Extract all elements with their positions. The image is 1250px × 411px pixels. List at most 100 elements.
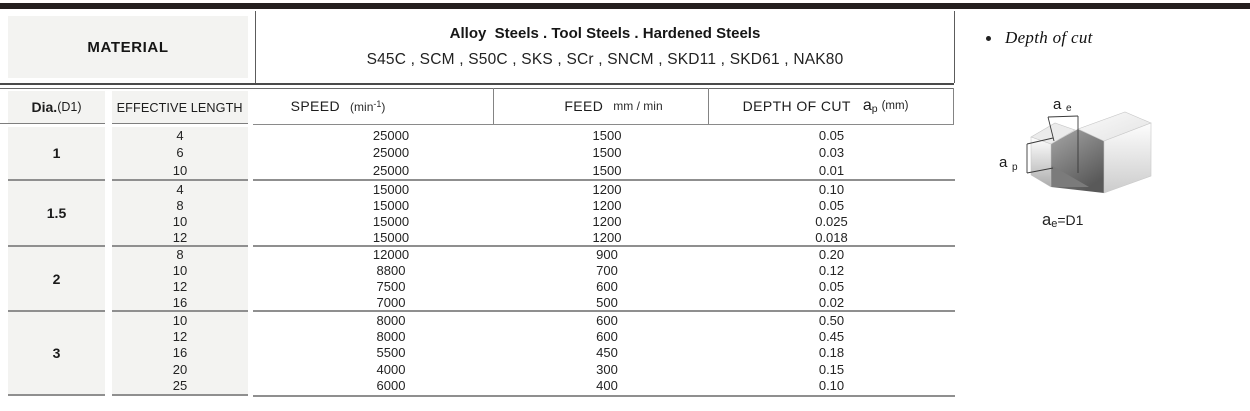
group-separator <box>112 245 248 247</box>
caption-sub: e <box>1051 218 1058 230</box>
dia-group-2: 2 8 10 12 16 12000 8800 7500 7000 900 700 600 500… <box>8 247 955 310</box>
column-header-effective-length: EFFECTIVE LENGTH <box>112 91 248 123</box>
table-cell-feed: 1200 <box>592 213 622 229</box>
column-header-depth-of-cut: DEPTH OF CUT ap (mm) <box>708 88 953 124</box>
table-bottom-rule <box>8 394 105 396</box>
table-cell-depth: 0.18 <box>818 345 845 361</box>
group-separator <box>253 310 955 312</box>
table-cell-depth: 0.025 <box>815 213 848 229</box>
ap-dimension-sub: p <box>1012 162 1018 173</box>
table-cell-depth: 0.12 <box>818 263 845 279</box>
speed-column: 12000 8800 7500 7000 <box>253 247 493 310</box>
length-column: 8 10 12 16 <box>112 247 248 310</box>
table-cell-length: 25 <box>172 378 188 394</box>
table-cell-length: 12 <box>172 329 188 345</box>
table-cell-length: 10 <box>172 213 188 229</box>
ae-dimension-label: a <box>1053 96 1062 113</box>
material-grades-list: S45C , SCM , S50C , SKS , SCr , SNCM , S… <box>366 51 844 68</box>
top-divider-bar <box>0 3 1250 9</box>
header-separator <box>708 88 709 124</box>
table-cell-length: 8 <box>176 247 184 263</box>
dia-group-1: 1 4 6 10 25000 25000 25000 1500 1500 1500 0.05… <box>8 127 955 179</box>
table-cell-speed: 15000 <box>372 181 410 197</box>
speed-column: 25000 25000 25000 <box>253 127 493 179</box>
table-cell-speed: 4000 <box>376 361 406 377</box>
group-separator <box>253 245 955 247</box>
bullet-icon <box>986 35 991 41</box>
table-cell-speed: 12000 <box>372 247 410 263</box>
feed-column: 900 700 600 500 <box>493 247 708 310</box>
table-cell-length: 20 <box>172 361 188 377</box>
table-cell-speed: 8800 <box>376 263 406 279</box>
table-right-border <box>953 88 954 124</box>
ap-extension-line <box>1026 167 1054 174</box>
ae-dimension-sub: e <box>1066 103 1072 114</box>
dia-group-1-5: 1.5 4 8 10 12 15000 15000 15000 15000 1200 1200… <box>8 181 955 245</box>
group-separator <box>8 245 105 247</box>
dia-group-3: 3 10 12 16 20 25 8000 8000 5500 4000 6000 600 600… <box>8 312 955 394</box>
table-cell-length: 4 <box>176 128 184 144</box>
table-cell-length: 10 <box>172 312 188 328</box>
group-separator <box>112 310 248 312</box>
table-cell-feed: 1500 <box>592 128 622 144</box>
group-separator <box>8 179 105 181</box>
speed-unit: (min-1) <box>350 98 386 114</box>
dia-value: 1.5 <box>46 205 67 221</box>
table-cell-feed: 600 <box>596 312 618 328</box>
table-bottom-rule <box>112 394 248 396</box>
table-cell-feed: 700 <box>596 263 618 279</box>
table-cell-depth: 0.10 <box>818 181 845 197</box>
table-cell-speed: 15000 <box>372 197 410 213</box>
column-header-dia: Dia. (D1) <box>8 91 105 123</box>
table-cell-feed: 900 <box>596 247 618 263</box>
dia-value: 2 <box>52 270 61 287</box>
table-cell-speed: 6000 <box>376 378 406 394</box>
depth-unit: (mm) <box>881 100 909 112</box>
header-underline <box>253 124 954 125</box>
table-cell-speed: 25000 <box>372 145 410 161</box>
feed-unit: mm / min <box>613 99 663 113</box>
feed-column: 600 600 450 300 400 <box>493 312 708 394</box>
depth-column: 0.10 0.05 0.025 0.018 <box>708 181 955 245</box>
slot-floor-shadow <box>1051 165 1089 187</box>
material-group-title: Alloy Steels . Tool Steels . Hardened St… <box>449 25 761 42</box>
table-cell-length: 12 <box>172 278 188 294</box>
table-cell-feed: 1500 <box>592 145 622 161</box>
table-cell-feed: 1500 <box>592 162 622 178</box>
group-separator <box>8 310 105 312</box>
table-cell-length: 4 <box>176 181 184 197</box>
caption-symbol: a <box>1042 211 1052 229</box>
depth-of-cut-label: Depth of cut <box>1005 28 1093 47</box>
table-cell-length: 16 <box>172 294 188 310</box>
header-underline <box>112 123 248 124</box>
group-separator <box>253 179 955 181</box>
table-cell-length: 10 <box>172 263 188 279</box>
ap-dimension-label: a <box>999 154 1008 171</box>
table-cell-depth: 0.03 <box>818 145 845 161</box>
table-cell-speed: 7500 <box>376 278 406 294</box>
table-cell-feed: 1200 <box>592 197 622 213</box>
speed-label: SPEED <box>290 98 341 114</box>
table-cell-depth: 0.10 <box>818 378 845 394</box>
table-bottom-rule <box>253 395 955 397</box>
table-cell-depth: 0.15 <box>818 361 845 377</box>
right-block-front-face <box>1103 122 1152 194</box>
table-cell-speed: 7000 <box>376 294 406 310</box>
effective-length-label: EFFECTIVE LENGTH <box>116 99 244 115</box>
table-cell-depth: 0.50 <box>818 312 845 328</box>
length-column-background <box>112 127 248 394</box>
table-cell-depth: 0.05 <box>818 197 845 213</box>
dia-value: 3 <box>52 345 61 361</box>
column-header-speed: SPEED (min-1) <box>253 88 493 124</box>
table-cell-depth: 0.20 <box>818 247 845 263</box>
table-cell-feed: 450 <box>596 345 618 361</box>
ae-extension-line <box>1047 116 1055 142</box>
table-cell-speed: 8000 <box>376 312 406 328</box>
table-cell-depth: 0.01 <box>818 162 845 178</box>
depth-of-cut-diagram: a e a p <box>999 96 1152 194</box>
length-column: 10 12 16 20 25 <box>112 312 248 394</box>
column-header-feed: FEED mm / min <box>493 88 708 124</box>
speed-column: 15000 15000 15000 15000 <box>253 181 493 245</box>
table-cell-speed: 25000 <box>372 128 410 144</box>
material-group-cell: Alloy Steels . Tool Steels . Hardened St… <box>255 11 955 83</box>
